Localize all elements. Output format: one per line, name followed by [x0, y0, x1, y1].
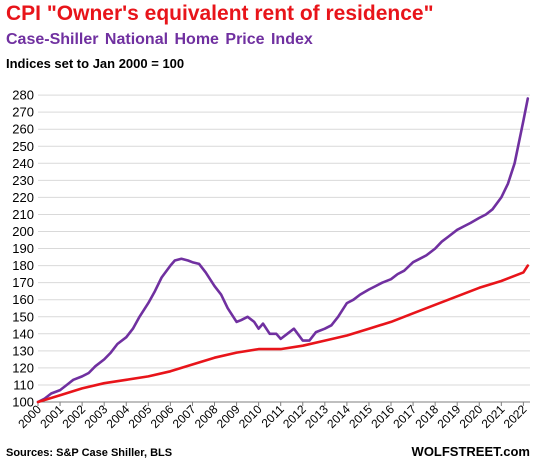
x-tick-label: 2020 — [457, 402, 486, 431]
x-tick-label: 2022 — [501, 402, 530, 431]
y-tick-label: 170 — [12, 275, 34, 290]
x-tick-label: 2021 — [479, 402, 508, 431]
chart-subtitle: Case-Shiller National Home Price Index — [6, 31, 313, 48]
x-tick-label: 2001 — [37, 402, 66, 431]
series-line-0 — [36, 97, 530, 404]
y-tick-label: 200 — [12, 224, 34, 239]
y-tick-label: 240 — [12, 156, 34, 171]
series-lines — [36, 97, 530, 404]
x-tick-label: 2004 — [104, 402, 133, 431]
x-tick-label: 2003 — [82, 402, 111, 431]
x-tick-label: 2011 — [259, 402, 287, 430]
y-tick-label: 280 — [12, 88, 34, 103]
source-note: Sources: S&P Case Shiller, BLS — [6, 447, 173, 459]
chart-note: Indices set to Jan 2000 = 100 — [6, 56, 185, 71]
x-tick-label: 2017 — [390, 402, 419, 431]
x-tick-label: 2015 — [346, 402, 375, 431]
x-tick-label: 2012 — [280, 402, 309, 431]
x-tick-label: 2006 — [148, 402, 177, 431]
y-tick-label: 140 — [12, 326, 34, 341]
y-tick-label: 110 — [13, 377, 34, 392]
y-tick-label: 220 — [12, 190, 34, 205]
x-tick-label: 2019 — [435, 402, 464, 431]
chart-title: CPI "Owner's equivalent rent of residenc… — [6, 2, 434, 25]
x-axis: 2000200120022003200420052006200720082009… — [15, 401, 530, 431]
x-tick-label: 2010 — [236, 402, 265, 431]
x-tick-label: 2016 — [368, 402, 397, 431]
y-tick-label: 180 — [12, 258, 34, 273]
y-tick-label: 100 — [12, 395, 34, 410]
y-axis: 100 110 120 130 140 150 160 170 180 190 200 210 220 2… — [12, 88, 34, 410]
series-line-1 — [36, 264, 530, 404]
y-tick-label: 230 — [12, 173, 34, 188]
brand-label: WOLFSTREET.com — [411, 444, 530, 459]
x-tick-label: 2005 — [126, 402, 155, 431]
y-tick-label: 190 — [12, 241, 34, 256]
x-tick-label: 2008 — [192, 402, 221, 431]
y-tick-label: 210 — [12, 207, 34, 222]
x-tick-label: 2002 — [59, 402, 88, 431]
y-tick-label: 250 — [12, 139, 34, 154]
x-tick-label: 2013 — [302, 402, 331, 431]
x-tick-label: 2018 — [412, 402, 441, 431]
y-tick-label: 150 — [12, 309, 34, 324]
y-tick-label: 160 — [12, 292, 34, 307]
grid — [38, 94, 530, 403]
y-tick-label: 260 — [12, 122, 34, 137]
x-tick-label: 2009 — [214, 402, 243, 431]
y-tick-label: 120 — [12, 360, 34, 375]
y-tick-label: 130 — [12, 343, 34, 358]
x-tick-label: 2014 — [324, 402, 353, 431]
y-tick-label: 270 — [12, 105, 34, 120]
x-tick-label: 2007 — [170, 402, 199, 431]
